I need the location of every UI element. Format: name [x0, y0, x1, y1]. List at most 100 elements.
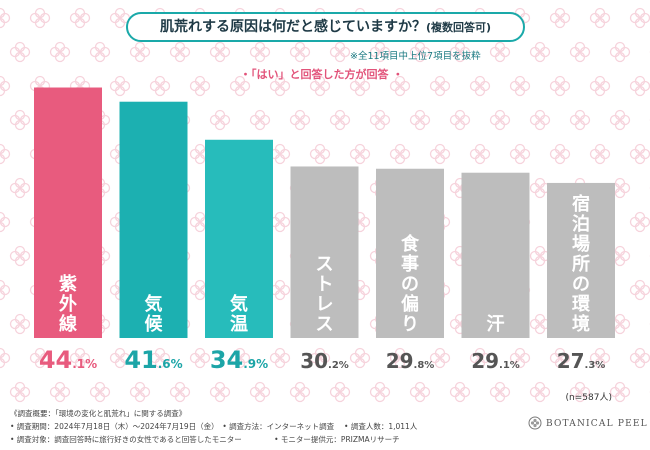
pattern-flower: [349, 75, 371, 97]
pattern-flower: [389, 143, 411, 165]
pattern-flower: [269, 347, 291, 369]
pattern-flower: [209, 381, 231, 403]
pattern-flower: [189, 143, 211, 165]
pattern-flower: [109, 347, 131, 369]
pattern-flower: [529, 109, 551, 131]
pattern-flower: [409, 109, 431, 131]
pattern-flower: [489, 381, 511, 403]
value-label-4: 30.2%: [300, 349, 349, 373]
pattern-flower: [209, 41, 231, 63]
bar-3: [205, 139, 273, 338]
pattern-flower: [49, 41, 71, 63]
pattern-flower: [0, 143, 11, 165]
pattern-flower: [589, 75, 611, 97]
pattern-flower: [589, 143, 611, 165]
value-label-5: 29.8%: [386, 349, 435, 373]
value-label-7: 27.3%: [557, 349, 606, 373]
pattern-flower: [289, 381, 311, 403]
pattern-flower: [69, 7, 91, 29]
pattern-flower: [509, 143, 531, 165]
pattern-flower: [529, 41, 551, 63]
pattern-flower: [189, 211, 211, 233]
pattern-flower: [429, 75, 451, 97]
bar-4: [290, 166, 359, 338]
chart-title: 肌荒れする原因は何だと感じていますか？(複数回答可): [126, 12, 525, 42]
pattern-flower: [169, 41, 191, 63]
pattern-flower: [329, 41, 351, 63]
bar-6: [461, 172, 530, 338]
pattern-flower: [609, 109, 631, 131]
pattern-flower: [269, 211, 291, 233]
title-main: 肌荒れする原因は何だと感じていますか？: [159, 19, 426, 35]
value-label-6: 29.1%: [471, 349, 520, 373]
pattern-flower: [609, 41, 631, 63]
pattern-flower: [529, 381, 551, 403]
sample-size: (n=587人): [565, 393, 612, 403]
pattern-flower: [469, 143, 491, 165]
pattern-flower: [529, 245, 551, 267]
pattern-flower: [369, 41, 391, 63]
pattern-flower: [589, 347, 611, 369]
value-label-1: 44.1%: [39, 346, 97, 374]
pattern-flower: [149, 75, 171, 97]
pattern-flower: [569, 381, 591, 403]
bar-2: [119, 101, 188, 338]
pattern-flower: [549, 143, 571, 165]
pattern-flower: [249, 41, 271, 63]
pattern-flower: [389, 75, 411, 97]
pattern-flower: [289, 41, 311, 63]
pattern-flower: [629, 347, 650, 369]
pattern-flower: [429, 347, 451, 369]
pattern-flower: [0, 75, 11, 97]
value-label-3: 34.9%: [210, 346, 268, 374]
bar-chart: 紫外線 44.1% 気候 41.6% 気温 34.9% ストレス 30.2% 食事の偏り 29.8…: [34, 87, 615, 374]
pattern-flower: [289, 109, 311, 131]
pattern-flower: [449, 109, 471, 131]
logo-text: BOTANICAL PEEL: [546, 419, 648, 429]
pattern-flower: [469, 347, 491, 369]
pattern-flower: [569, 109, 591, 131]
pattern-flower: [489, 109, 511, 131]
category-label-6: 汗: [487, 313, 505, 335]
pattern-flower: [169, 381, 191, 403]
pattern-flower: [109, 75, 131, 97]
bar-7: [547, 182, 615, 338]
pattern-flower: [309, 75, 331, 97]
respondent-condition: ・「はい」と回答した方が回答 ・: [240, 68, 404, 81]
pattern-flower: [189, 75, 211, 97]
value-label-2: 41.6%: [124, 346, 182, 374]
pattern-flower: [269, 75, 291, 97]
pattern-flower: [189, 347, 211, 369]
pattern-flower: [529, 177, 551, 199]
pattern-flower: [469, 75, 491, 97]
pattern-flower: [9, 245, 31, 267]
pattern-flower: [489, 41, 511, 63]
pattern-flower: [589, 7, 611, 29]
bar-1: [34, 87, 102, 339]
pattern-flower: [49, 381, 71, 403]
pattern-flower: [89, 41, 111, 63]
selection-note: ※全11項目中上位7項目を抜粋: [350, 51, 481, 62]
pattern-flower: [129, 381, 151, 403]
pattern-flower: [349, 347, 371, 369]
pattern-flower: [329, 381, 351, 403]
category-label-4: ストレス: [316, 254, 334, 335]
pattern-flower: [249, 109, 271, 131]
title-suffix: (複数回答可): [425, 21, 492, 34]
pattern-flower: [0, 347, 11, 369]
pattern-flower: [229, 75, 251, 97]
pattern-flower: [89, 381, 111, 403]
category-label-7: 宿泊場所の環境: [572, 193, 591, 335]
pattern-flower: [569, 41, 591, 63]
category-label-5: 食事の偏り: [400, 233, 420, 335]
pattern-flower: [389, 347, 411, 369]
pattern-flower: [549, 75, 571, 97]
pattern-flower: [0, 7, 11, 29]
category-label-3: 気温: [230, 293, 248, 335]
pattern-flower: [129, 41, 151, 63]
pattern-flower: [629, 211, 650, 233]
flower-emblem-icon: [528, 416, 542, 430]
pattern-flower: [449, 41, 471, 63]
footer-line-2: • 調査期間：2024年7月18日（木）〜2024年7月19日（金） • 調査方…: [10, 422, 418, 431]
